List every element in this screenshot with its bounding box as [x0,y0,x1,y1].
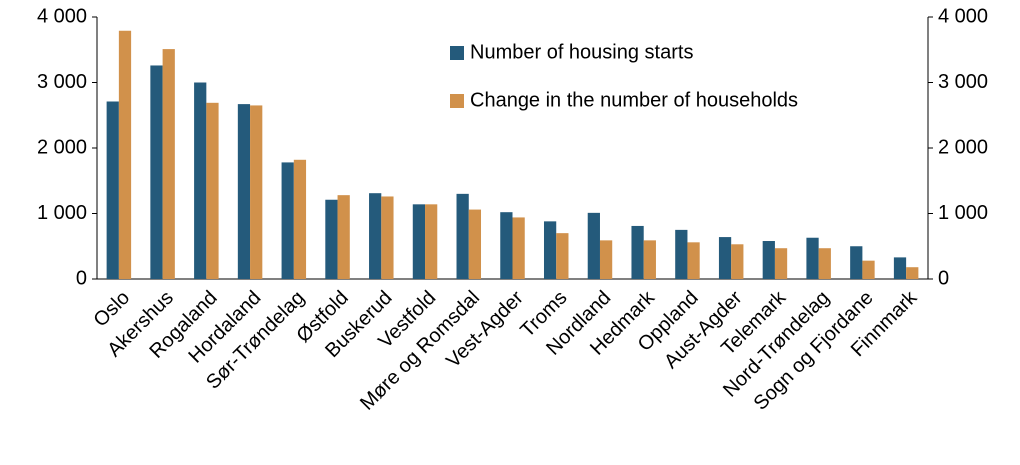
legend-label: Number of housing starts [470,41,693,63]
bar [162,49,175,279]
y-tick-label: 0 [76,267,87,289]
bar [556,233,569,279]
bar [850,246,863,279]
bar [599,240,613,279]
bar [369,193,382,279]
bar [337,195,350,279]
bar [281,162,294,279]
bar [106,101,119,280]
legend-swatch [450,94,464,108]
y2-tick-label: 4 000 [938,5,988,27]
bar [631,225,644,279]
bar [237,104,251,280]
bar [293,159,307,279]
bar [150,65,163,279]
legend-swatch [450,46,464,60]
bar [468,209,482,279]
bar [500,212,513,279]
bar [543,221,557,279]
y2-tick-label: 3 000 [938,71,988,93]
bar [675,229,688,279]
bar [194,82,207,279]
bar [774,248,788,279]
bar [806,237,819,279]
y-tick-label: 3 000 [37,71,87,93]
bar [731,244,744,279]
bar [718,237,732,279]
bar [643,240,656,279]
bar [425,204,438,279]
legend-label: Change in the number of households [470,89,798,111]
bar [381,196,394,279]
bar [456,193,469,279]
bar [118,30,132,279]
y-tick-label: 1 000 [37,202,87,224]
bar [325,199,338,279]
y2-tick-label: 0 [938,267,949,289]
bar [906,267,919,279]
y2-tick-label: 1 000 [938,202,988,224]
y-tick-label: 2 000 [37,136,87,158]
bar [893,257,907,279]
bar [206,102,219,280]
bar [762,241,775,279]
bar [412,204,426,279]
bar [687,242,700,279]
bar [250,105,263,279]
y-tick-label: 4 000 [37,5,87,27]
bar [862,260,875,279]
bar [587,212,600,279]
bar [818,248,831,279]
bar [512,217,525,279]
y2-tick-label: 2 000 [938,136,988,158]
